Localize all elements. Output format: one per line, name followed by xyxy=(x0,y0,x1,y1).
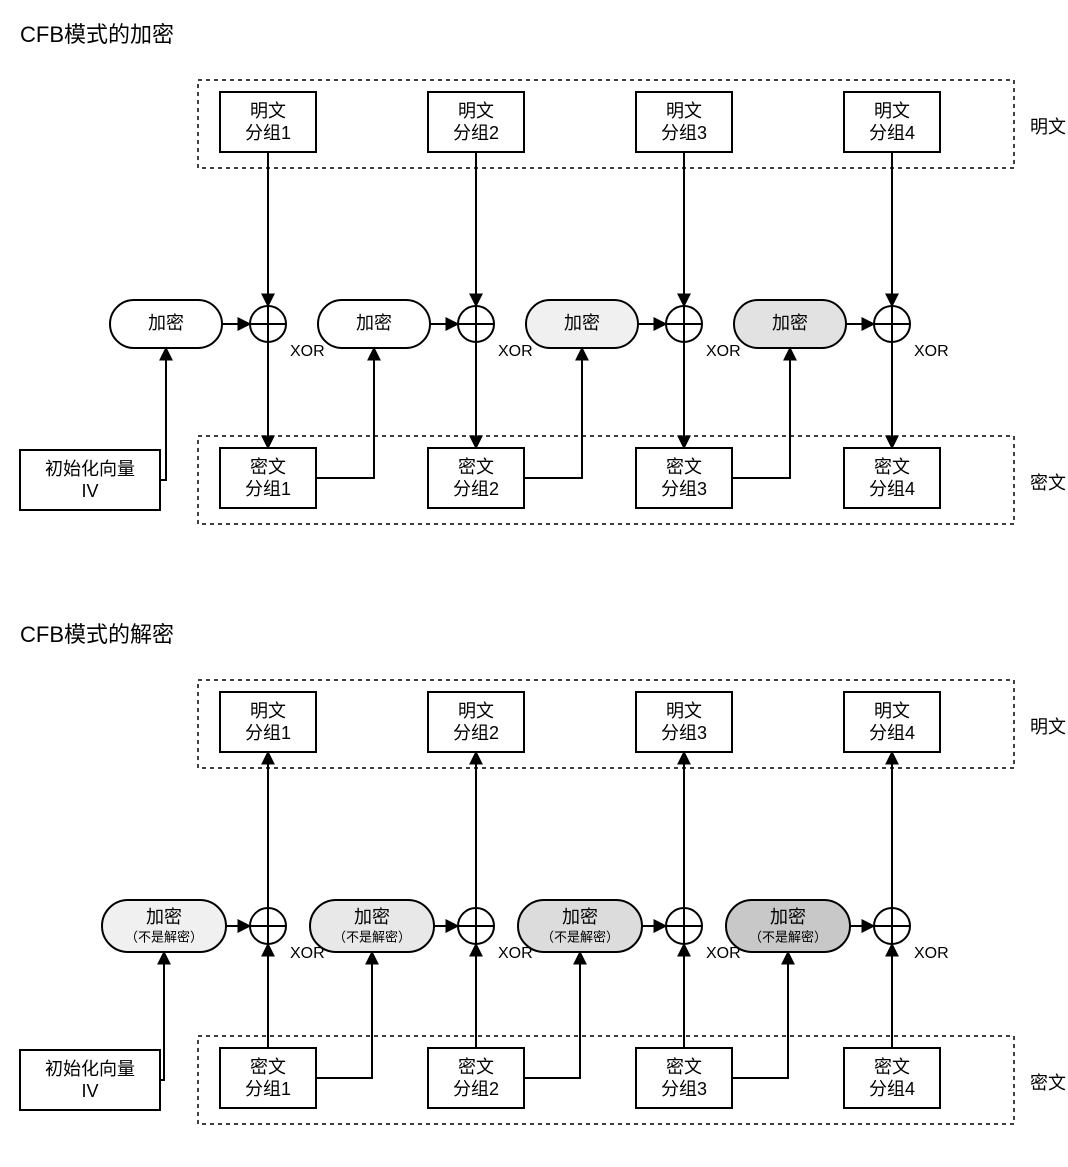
svg-text:密文: 密文 xyxy=(874,457,910,477)
svg-text:分组4: 分组4 xyxy=(869,1079,915,1099)
svg-text:密文: 密文 xyxy=(250,457,286,477)
svg-text:分组3: 分组3 xyxy=(661,1079,707,1099)
svg-text:（不是解密）: （不是解密） xyxy=(541,929,619,944)
svg-text:明文: 明文 xyxy=(1030,117,1066,137)
svg-text:XOR: XOR xyxy=(498,945,533,962)
svg-text:明文: 明文 xyxy=(458,101,494,121)
svg-text:初始化向量: 初始化向量 xyxy=(45,1059,135,1079)
svg-text:加密: 加密 xyxy=(562,907,598,927)
svg-text:加密: 加密 xyxy=(148,313,184,333)
svg-text:XOR: XOR xyxy=(498,343,533,360)
svg-text:明文: 明文 xyxy=(874,701,910,721)
svg-text:分组1: 分组1 xyxy=(245,1079,291,1099)
svg-text:分组3: 分组3 xyxy=(661,123,707,143)
svg-text:（不是解密）: （不是解密） xyxy=(333,929,411,944)
svg-text:CFB模式的加密: CFB模式的加密 xyxy=(20,22,174,47)
svg-text:（不是解密）: （不是解密） xyxy=(125,929,203,944)
svg-text:（不是解密）: （不是解密） xyxy=(749,929,827,944)
svg-text:加密: 加密 xyxy=(146,907,182,927)
svg-text:XOR: XOR xyxy=(290,945,325,962)
svg-text:XOR: XOR xyxy=(914,945,949,962)
svg-text:密文: 密文 xyxy=(1030,473,1066,493)
svg-text:明文: 明文 xyxy=(250,701,286,721)
svg-text:明文: 明文 xyxy=(458,701,494,721)
svg-text:密文: 密文 xyxy=(666,1057,702,1077)
svg-text:XOR: XOR xyxy=(914,343,949,360)
svg-text:分组4: 分组4 xyxy=(869,723,915,743)
svg-text:XOR: XOR xyxy=(706,945,741,962)
svg-text:XOR: XOR xyxy=(706,343,741,360)
svg-text:加密: 加密 xyxy=(564,313,600,333)
svg-text:分组3: 分组3 xyxy=(661,723,707,743)
svg-text:明文: 明文 xyxy=(250,101,286,121)
svg-text:分组2: 分组2 xyxy=(453,1079,499,1099)
svg-text:明文: 明文 xyxy=(666,101,702,121)
svg-text:明文: 明文 xyxy=(1030,717,1066,737)
svg-text:分组2: 分组2 xyxy=(453,479,499,499)
svg-text:分组1: 分组1 xyxy=(245,479,291,499)
svg-text:分组4: 分组4 xyxy=(869,479,915,499)
svg-text:分组3: 分组3 xyxy=(661,479,707,499)
svg-text:加密: 加密 xyxy=(770,907,806,927)
diagram-svg: CFB模式的加密明文密文初始化向量IV明文分组1密文分组1加密XOR明文分组2密… xyxy=(0,0,1068,1162)
svg-text:IV: IV xyxy=(81,1081,98,1101)
svg-text:加密: 加密 xyxy=(772,313,808,333)
svg-text:初始化向量: 初始化向量 xyxy=(45,459,135,479)
svg-text:XOR: XOR xyxy=(290,343,325,360)
svg-text:加密: 加密 xyxy=(356,313,392,333)
svg-text:IV: IV xyxy=(81,481,98,501)
svg-text:分组1: 分组1 xyxy=(245,123,291,143)
svg-text:CFB模式的解密: CFB模式的解密 xyxy=(20,622,174,647)
svg-text:明文: 明文 xyxy=(666,701,702,721)
svg-text:密文: 密文 xyxy=(666,457,702,477)
svg-text:分组2: 分组2 xyxy=(453,723,499,743)
svg-text:密文: 密文 xyxy=(458,1057,494,1077)
svg-text:密文: 密文 xyxy=(458,457,494,477)
svg-text:分组2: 分组2 xyxy=(453,123,499,143)
svg-text:密文: 密文 xyxy=(874,1057,910,1077)
svg-text:分组4: 分组4 xyxy=(869,123,915,143)
svg-text:加密: 加密 xyxy=(354,907,390,927)
svg-text:密文: 密文 xyxy=(1030,1073,1066,1093)
svg-text:明文: 明文 xyxy=(874,101,910,121)
svg-text:分组1: 分组1 xyxy=(245,723,291,743)
svg-text:密文: 密文 xyxy=(250,1057,286,1077)
